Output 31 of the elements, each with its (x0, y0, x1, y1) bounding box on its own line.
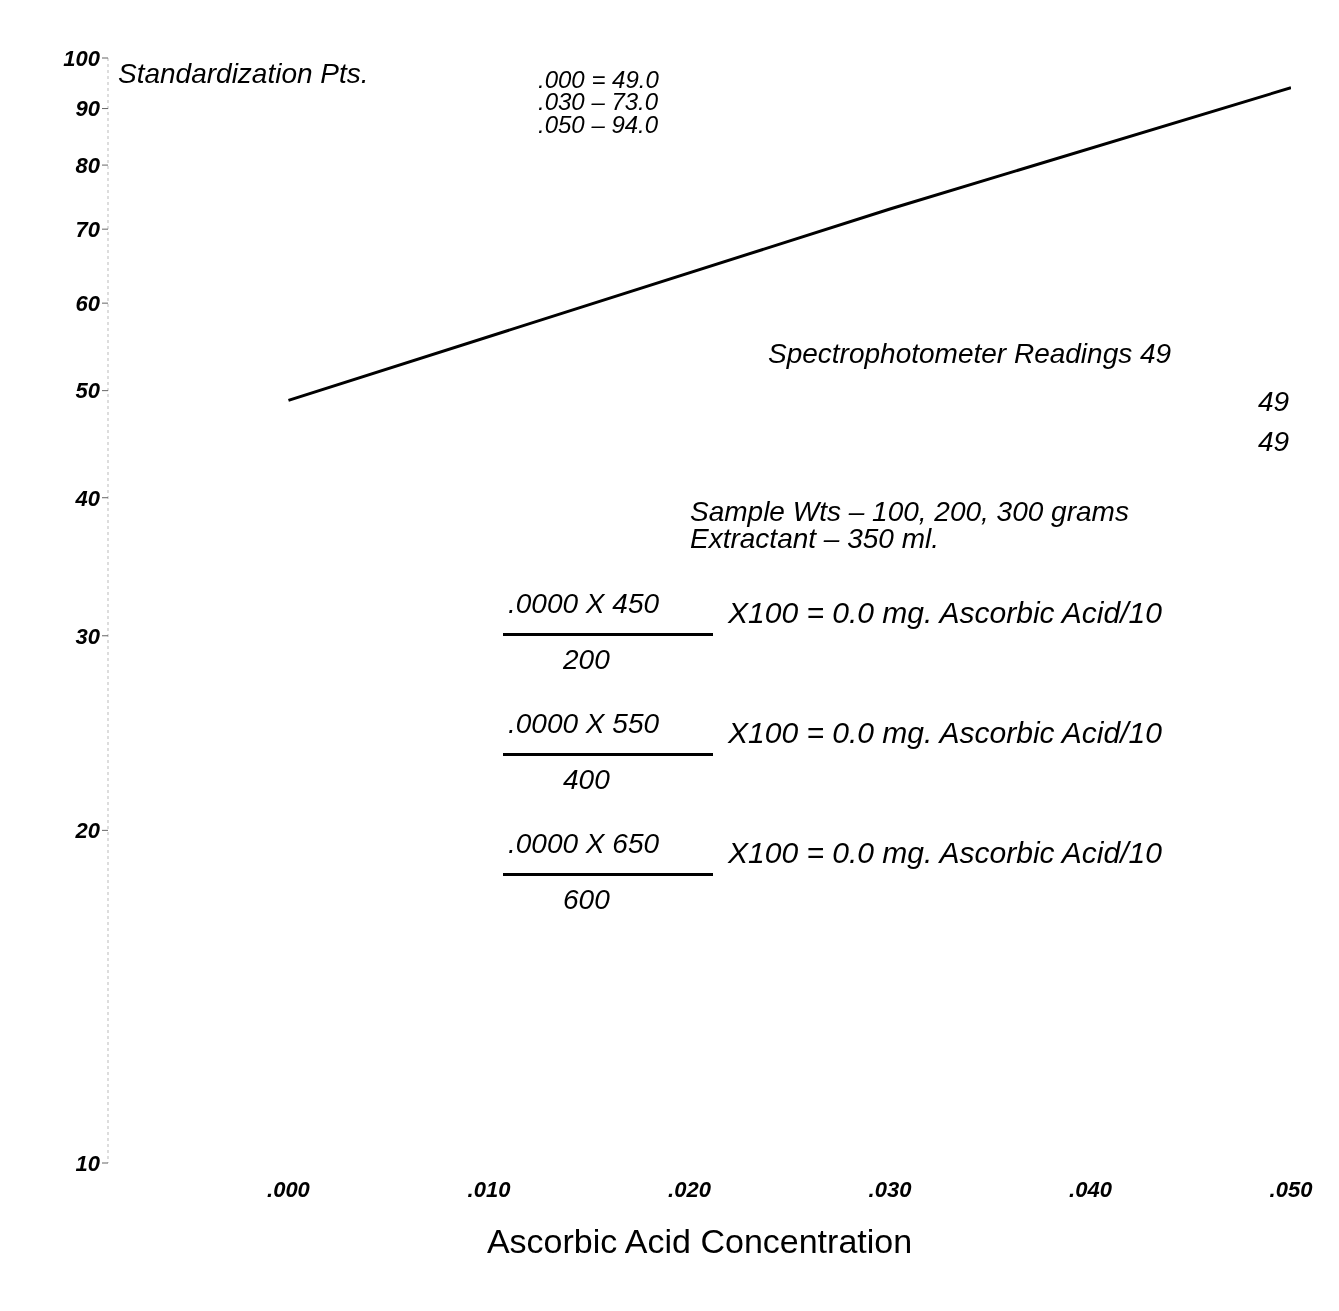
annotation: .0000 X 450 (508, 588, 660, 620)
y-tick-label: 50 (75, 378, 101, 404)
annotation: 200 (563, 644, 610, 676)
annotation: 400 (563, 764, 610, 796)
y-tick-label: 10 (75, 1150, 101, 1176)
x-tick-label: .020 (668, 1176, 712, 1202)
annotation: X100 = 0.0 mg. Ascorbic Acid/10 (728, 716, 1162, 750)
x-tick-label: .030 (868, 1176, 913, 1202)
y-tick-label: 30 (75, 623, 101, 649)
x-axis-title: Ascorbic Acid Concentration (486, 1222, 913, 1260)
annotation: Sample Wts – 100, 200, 300 grams (690, 496, 1129, 528)
y-tick-label: 90 (75, 96, 101, 122)
annotation: X100 = 0.0 mg. Ascorbic Acid/10 (728, 836, 1162, 870)
y-tick-label: 70 (75, 216, 101, 242)
y-tick-label: 60 (75, 290, 101, 316)
x-tick-label: .040 (1069, 1176, 1113, 1202)
annotation: Spectrophotometer Readings 49 (768, 338, 1172, 370)
y-tick-label: 40 (74, 485, 101, 511)
x-tick-label: .010 (467, 1176, 512, 1202)
annotation: 49 (1258, 386, 1290, 418)
annotation: Standardization Pts. (118, 58, 369, 90)
annotation: .0000 X 550 (508, 708, 660, 740)
annotation: .0000 X 650 (508, 828, 660, 860)
y-tick-label: 20 (74, 818, 101, 844)
annotation: 49 (1258, 426, 1290, 458)
x-tick-label: .000 (267, 1176, 311, 1202)
annotation: 600 (563, 884, 610, 916)
annotation: X100 = 0.0 mg. Ascorbic Acid/10 (728, 596, 1162, 630)
x-tick-label: .050 (1269, 1176, 1314, 1202)
y-tick-label: 100 (63, 45, 101, 71)
y-tick-label: 80 (75, 152, 101, 178)
